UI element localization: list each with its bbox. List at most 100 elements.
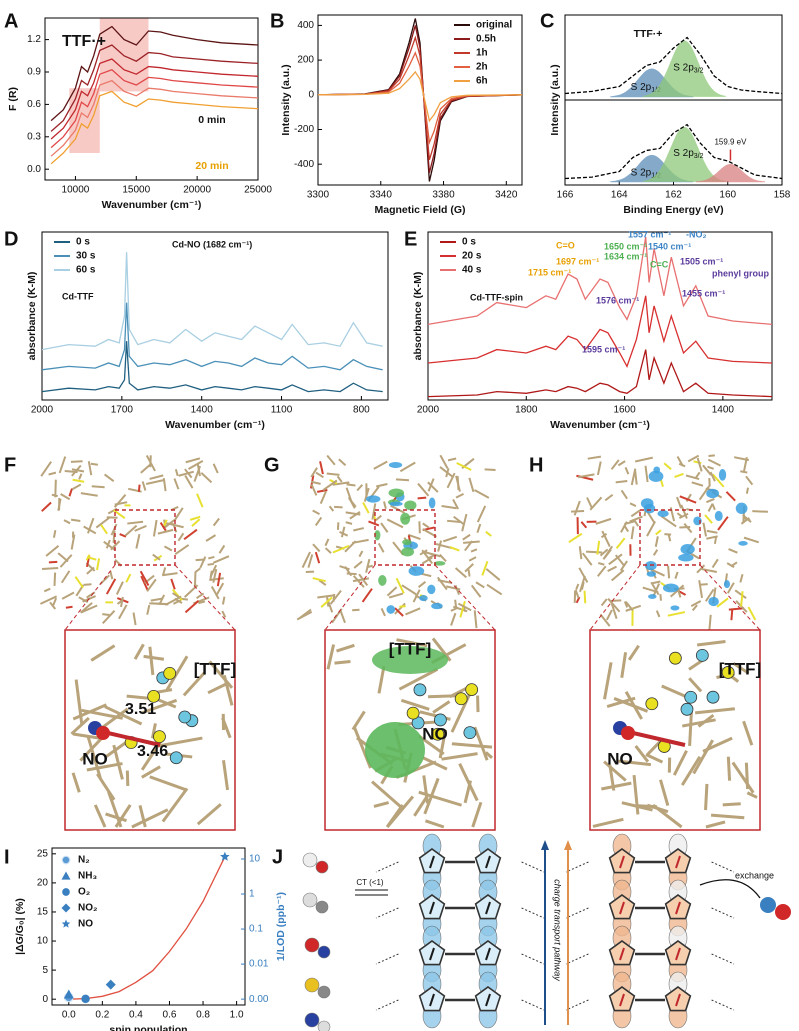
bond bbox=[710, 813, 745, 820]
bond bbox=[659, 779, 670, 806]
bond bbox=[436, 576, 448, 591]
bond bbox=[717, 516, 729, 531]
bond bbox=[358, 550, 364, 558]
y2-tick-label: 1 bbox=[249, 889, 255, 900]
stack-dots bbox=[521, 861, 545, 873]
no-molecule bbox=[760, 897, 776, 913]
gas-molecule bbox=[317, 1020, 331, 1031]
bond bbox=[690, 600, 702, 608]
plot-frame bbox=[41, 231, 389, 401]
bond bbox=[105, 578, 117, 595]
panel-label: B bbox=[270, 10, 284, 32]
atom bbox=[684, 690, 698, 704]
bond bbox=[672, 749, 688, 776]
panel-label: F bbox=[4, 454, 16, 476]
spin-density bbox=[678, 553, 694, 562]
bond bbox=[706, 498, 715, 504]
legend-label: 20 s bbox=[462, 251, 482, 262]
x-tick-label: 1400 bbox=[191, 405, 214, 416]
bond bbox=[125, 573, 132, 583]
bond bbox=[627, 644, 640, 661]
bond bbox=[704, 588, 715, 602]
legend-marker bbox=[62, 888, 70, 896]
panel-label: A bbox=[4, 10, 18, 32]
bond bbox=[74, 576, 84, 589]
bond bbox=[151, 602, 169, 606]
fitted-peak bbox=[642, 126, 726, 182]
legend-marker bbox=[61, 855, 71, 865]
annotation: 1455 cm⁻¹ bbox=[682, 288, 725, 298]
bond bbox=[586, 550, 603, 554]
bond bbox=[177, 532, 185, 542]
bond bbox=[473, 726, 489, 761]
bond bbox=[578, 567, 589, 583]
bond bbox=[380, 607, 386, 617]
legend-marker bbox=[61, 919, 71, 928]
bond bbox=[178, 470, 194, 477]
bond bbox=[623, 525, 629, 533]
bond bbox=[484, 468, 496, 472]
bond bbox=[728, 607, 745, 611]
bond bbox=[705, 820, 726, 829]
y-tick-label: 5 bbox=[42, 965, 48, 976]
bond bbox=[603, 548, 612, 559]
bond bbox=[446, 472, 456, 489]
spin-density bbox=[738, 540, 748, 546]
bond bbox=[152, 553, 161, 561]
atom bbox=[147, 690, 161, 703]
bond bbox=[468, 556, 477, 562]
bond bbox=[100, 524, 108, 535]
bond bbox=[58, 456, 67, 474]
spin-density bbox=[366, 495, 381, 503]
bond bbox=[431, 637, 452, 662]
series-line bbox=[317, 70, 523, 123]
y-tick-label: 25 bbox=[37, 848, 49, 859]
bond bbox=[112, 744, 124, 780]
bond bbox=[358, 573, 369, 586]
bond bbox=[726, 562, 735, 568]
bond bbox=[184, 600, 200, 614]
atom bbox=[454, 692, 468, 706]
bond bbox=[40, 595, 58, 605]
bond bbox=[728, 548, 738, 554]
bond bbox=[687, 454, 700, 463]
bond bbox=[312, 577, 326, 583]
bond bbox=[455, 492, 464, 499]
bond bbox=[162, 572, 178, 577]
bond bbox=[68, 488, 73, 497]
bond bbox=[396, 638, 428, 648]
legend-label: original bbox=[476, 20, 512, 31]
bond bbox=[583, 590, 587, 604]
annotation: Cd-NO (1682 cm⁻¹) bbox=[172, 239, 252, 249]
bond bbox=[659, 594, 663, 601]
spin-density bbox=[389, 501, 403, 507]
annotation: C=O bbox=[556, 240, 575, 250]
legend-label: 60 s bbox=[76, 265, 96, 276]
bond bbox=[598, 562, 605, 566]
bond bbox=[595, 517, 612, 525]
spin-density bbox=[680, 543, 695, 555]
bond bbox=[162, 477, 167, 492]
bond bbox=[463, 780, 472, 804]
bond bbox=[603, 662, 613, 700]
bond bbox=[352, 538, 369, 544]
stack-dots bbox=[521, 907, 545, 919]
bond bbox=[149, 455, 152, 468]
y2-axis-label: 1/LOD (ppb⁻¹) bbox=[275, 892, 287, 961]
arrow-head bbox=[541, 840, 549, 850]
spin-density bbox=[388, 461, 403, 469]
atom-o bbox=[96, 726, 110, 740]
bond bbox=[667, 534, 672, 542]
bond bbox=[326, 644, 336, 670]
bond bbox=[439, 553, 447, 563]
gas-molecule bbox=[317, 985, 331, 999]
bond bbox=[174, 468, 179, 477]
bond bbox=[422, 522, 430, 529]
bond bbox=[149, 775, 188, 792]
bond bbox=[170, 578, 176, 590]
bond bbox=[615, 479, 628, 484]
bond bbox=[683, 522, 693, 534]
bond bbox=[581, 552, 593, 566]
spin-density bbox=[657, 510, 669, 518]
bond bbox=[195, 592, 205, 600]
